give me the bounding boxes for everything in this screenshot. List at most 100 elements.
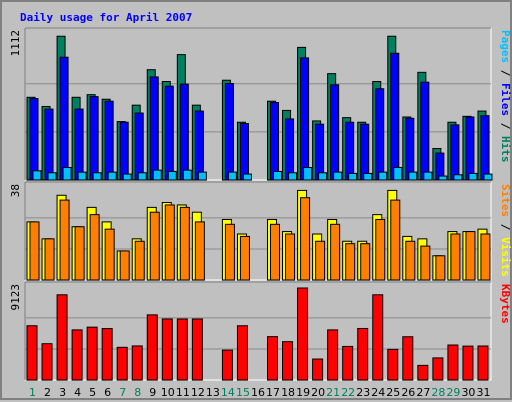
hits-files-pages-files-bar-22 xyxy=(345,121,355,181)
hits-files-pages-files-bar-7 xyxy=(119,121,129,181)
hits-files-pages-files-bar-25 xyxy=(390,52,400,181)
hits-files-pages-pages-bar-8 xyxy=(137,172,147,181)
visits-sites-sites-bar-12 xyxy=(194,221,205,281)
hits-files-pages-files-bar-14 xyxy=(224,82,234,181)
x-tick-label-5: 5 xyxy=(89,386,96,399)
visits-sites-side-label-part-2: Visits xyxy=(499,237,512,277)
x-tick-label-1: 1 xyxy=(29,386,36,399)
visits-sites-sites-bar-11 xyxy=(179,206,190,281)
hits-files-pages-files-bar-21 xyxy=(330,84,340,181)
x-tick-label-10: 10 xyxy=(161,386,175,399)
visits-sites-sites-bar-19 xyxy=(300,197,311,281)
hits-files-pages-pages-bar-28 xyxy=(438,175,448,181)
hits-files-pages-pages-bar-29 xyxy=(453,174,463,181)
hits-files-pages-files-bar-19 xyxy=(300,57,310,181)
visits-sites-side-label: Sites / Visits xyxy=(499,184,512,277)
kbytes-kbytes-bar-18 xyxy=(282,341,294,381)
visits-sites-sites-bar-1 xyxy=(29,221,40,281)
visits-sites-side-label-part-1: / xyxy=(499,217,512,237)
x-tick-label-12: 12 xyxy=(191,386,205,399)
hits-files-pages-pages-bar-30 xyxy=(468,172,478,181)
kbytes-kbytes-bar-22 xyxy=(342,345,354,381)
hits-files-pages-files-bar-29 xyxy=(450,124,460,181)
hits-files-pages-files-bar-11 xyxy=(179,83,189,181)
hits-files-pages-files-bar-26 xyxy=(405,117,415,181)
visits-sites-sites-bar-5 xyxy=(89,214,100,281)
hits-files-pages-files-bar-9 xyxy=(149,76,159,181)
kbytes-kbytes-bar-8 xyxy=(131,345,143,381)
visits-sites-sites-bar-29 xyxy=(450,233,461,281)
x-tick-label-27: 27 xyxy=(416,386,430,399)
kbytes-side-label: KBytes xyxy=(499,284,512,324)
visits-sites-sites-bar-9 xyxy=(149,211,160,281)
kbytes-kbytes-bar-15 xyxy=(236,325,248,381)
hits-files-pages-pages-bar-11 xyxy=(182,169,192,181)
hits-files-pages-pages-bar-7 xyxy=(122,173,132,181)
visits-sites-side-label-part-0: Sites xyxy=(499,184,512,217)
hits-files-pages-side-label-part-0: Pages xyxy=(499,30,512,63)
hits-files-pages-files-bar-18 xyxy=(285,118,295,181)
x-tick-label-11: 11 xyxy=(176,386,190,399)
visits-sites-sites-bar-31 xyxy=(480,233,491,281)
hits-files-pages-pages-bar-14 xyxy=(227,171,237,181)
visits-sites-sites-bar-20 xyxy=(315,240,326,281)
x-tick-label-15: 15 xyxy=(236,386,250,399)
visits-sites-sites-bar-23 xyxy=(360,243,371,281)
hits-files-pages-files-bar-8 xyxy=(134,112,144,181)
hits-files-pages-pages-bar-3 xyxy=(62,167,72,181)
hits-files-pages-files-bar-1 xyxy=(29,98,39,181)
hits-files-pages-side-label-part-4: Hits xyxy=(499,136,512,163)
kbytes-kbytes-bar-6 xyxy=(101,328,113,381)
hits-files-pages-pages-bar-21 xyxy=(333,171,343,181)
hits-files-pages-side-label-part-1: / xyxy=(499,63,512,83)
hits-files-pages-pages-bar-26 xyxy=(408,171,418,181)
hits-files-pages-pages-bar-20 xyxy=(318,172,328,181)
x-tick-label-6: 6 xyxy=(104,386,111,399)
visits-sites-sites-bar-2 xyxy=(44,238,55,281)
visits-sites-ymax-label: 38 xyxy=(9,184,22,197)
x-tick-label-14: 14 xyxy=(221,386,235,399)
visits-sites-sites-bar-17 xyxy=(270,223,281,281)
hits-files-pages-pages-bar-9 xyxy=(152,169,162,181)
hits-files-pages-files-bar-4 xyxy=(74,108,84,181)
x-tick-label-3: 3 xyxy=(59,386,66,399)
hits-files-pages-files-bar-3 xyxy=(59,56,69,181)
kbytes-kbytes-bar-28 xyxy=(432,357,444,381)
kbytes-kbytes-bar-27 xyxy=(417,364,429,381)
hits-files-pages-files-bar-23 xyxy=(360,123,370,181)
x-tick-label-31: 31 xyxy=(476,386,490,399)
visits-sites-sites-bar-18 xyxy=(285,233,296,281)
kbytes-kbytes-bar-4 xyxy=(71,329,83,381)
x-tick-label-26: 26 xyxy=(401,386,415,399)
hits-files-pages-pages-bar-2 xyxy=(47,172,57,181)
hits-files-pages-files-bar-20 xyxy=(315,123,325,181)
x-tick-label-21: 21 xyxy=(326,386,340,399)
x-tick-label-23: 23 xyxy=(356,386,370,399)
hits-files-pages-pages-bar-15 xyxy=(242,173,252,181)
kbytes-kbytes-bar-5 xyxy=(86,326,98,381)
x-tick-label-17: 17 xyxy=(266,386,280,399)
visits-sites-sites-bar-21 xyxy=(330,223,341,281)
hits-files-pages-files-bar-12 xyxy=(194,110,204,181)
kbytes-kbytes-bar-3 xyxy=(56,294,68,381)
hits-files-pages-pages-bar-6 xyxy=(107,171,117,181)
x-tick-label-22: 22 xyxy=(341,386,355,399)
x-tick-label-25: 25 xyxy=(386,386,400,399)
x-tick-label-16: 16 xyxy=(251,386,265,399)
visits-sites-sites-bar-7 xyxy=(119,250,130,281)
hits-files-pages-files-bar-31 xyxy=(480,115,490,181)
visits-sites-sites-bar-6 xyxy=(104,228,115,281)
kbytes-kbytes-bar-10 xyxy=(161,318,173,381)
hits-files-pages-ymax-label: 1112 xyxy=(9,30,22,57)
hits-files-pages-pages-bar-5 xyxy=(92,172,102,181)
hits-files-pages-pages-bar-23 xyxy=(363,172,373,181)
hits-files-pages-pages-bar-4 xyxy=(77,171,87,181)
hits-files-pages-files-bar-2 xyxy=(44,108,54,181)
kbytes-kbytes-bar-9 xyxy=(146,314,158,381)
x-tick-label-9: 9 xyxy=(149,386,156,399)
x-tick-label-30: 30 xyxy=(461,386,475,399)
kbytes-kbytes-bar-20 xyxy=(312,358,324,381)
kbytes-kbytes-bar-21 xyxy=(327,329,339,381)
